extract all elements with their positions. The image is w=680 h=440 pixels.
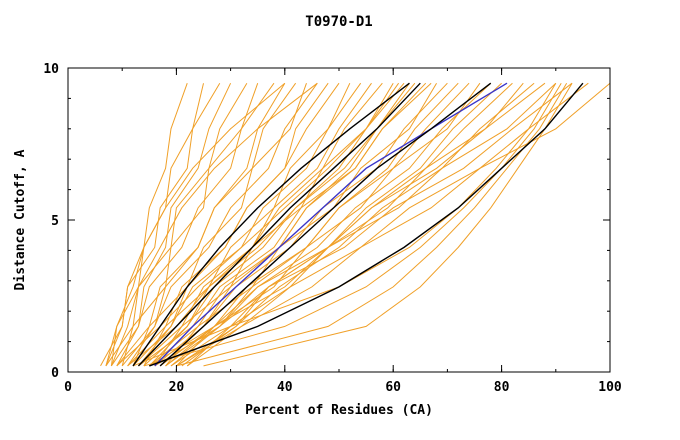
y-tick-label: 5 bbox=[51, 214, 59, 229]
x-axis-label: Percent of Residues (CA) bbox=[245, 403, 433, 418]
model-curve bbox=[105, 82, 286, 367]
model-curve bbox=[154, 82, 508, 367]
model-curve bbox=[186, 82, 611, 367]
model-curve bbox=[143, 82, 405, 367]
x-tick-label: 80 bbox=[494, 380, 510, 395]
model-curve bbox=[165, 82, 557, 367]
model-curve bbox=[137, 82, 421, 367]
curves-layer bbox=[100, 82, 611, 367]
model-curve bbox=[121, 83, 259, 367]
model-curve bbox=[127, 82, 410, 367]
model-curve bbox=[116, 82, 232, 367]
model-curve bbox=[154, 82, 448, 367]
model-curve bbox=[127, 82, 340, 367]
axes-layer: 0 20 40 60 80 100 0 5 10 bbox=[43, 62, 622, 395]
model-curve bbox=[203, 82, 573, 367]
model-curve bbox=[100, 82, 221, 367]
model-curve bbox=[116, 82, 297, 367]
model-curve bbox=[132, 82, 410, 367]
highlighted-models-black bbox=[132, 82, 584, 367]
x-tick-label: 20 bbox=[169, 380, 185, 395]
y-axis-label: Distance Cutoff, A bbox=[13, 149, 28, 290]
model-curve bbox=[121, 82, 318, 367]
model-curve bbox=[176, 82, 481, 367]
x-tick-label: 0 bbox=[64, 380, 72, 395]
model-curve bbox=[110, 82, 318, 367]
model-curve bbox=[132, 82, 362, 367]
y-tick-label: 10 bbox=[43, 62, 59, 77]
model-curve bbox=[143, 82, 562, 367]
model-curve bbox=[149, 82, 546, 367]
model-curve bbox=[154, 82, 573, 367]
x-tick-label: 100 bbox=[598, 380, 622, 395]
model-curve bbox=[138, 82, 432, 367]
model-curve bbox=[132, 83, 307, 367]
model-curve bbox=[116, 82, 400, 367]
model-curve bbox=[186, 82, 524, 367]
model-curve bbox=[165, 82, 492, 367]
model-curve bbox=[132, 82, 557, 367]
model-curve bbox=[149, 82, 584, 367]
highlighted-model-blue bbox=[154, 82, 508, 367]
model-curve bbox=[176, 82, 568, 367]
chart-title: T0970-D1 bbox=[305, 14, 372, 30]
x-tick-label: 60 bbox=[385, 380, 401, 395]
model-ensemble-orange bbox=[100, 82, 611, 367]
model-curve bbox=[138, 82, 383, 367]
model-curve bbox=[159, 82, 492, 367]
x-tick-label: 40 bbox=[277, 380, 293, 395]
model-curve bbox=[110, 82, 275, 367]
y-tick-label: 0 bbox=[51, 366, 59, 381]
model-curve bbox=[105, 82, 248, 367]
model-curve bbox=[176, 82, 535, 367]
